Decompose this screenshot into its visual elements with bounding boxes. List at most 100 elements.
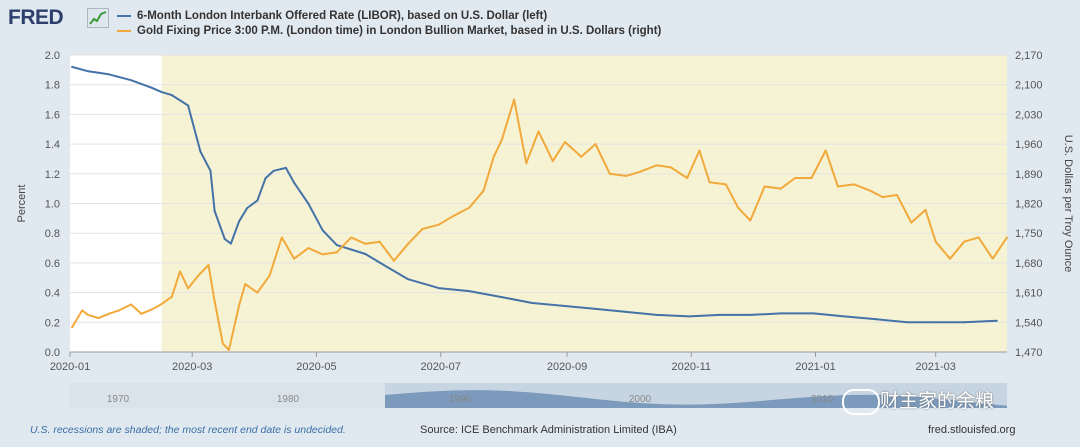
data-point-libor: [718, 313, 721, 316]
navigator-label: 2000: [629, 394, 652, 405]
data-point-libor: [812, 312, 815, 315]
data-point-libor: [256, 199, 259, 202]
data-point-libor: [246, 206, 249, 209]
data-point-gold: [107, 312, 110, 315]
data-point-gold: [293, 257, 296, 260]
y-tick-label-right: 2,170: [1015, 50, 1043, 62]
y-tick-label-left: 1.2: [45, 169, 60, 181]
data-point-libor: [594, 307, 597, 310]
data-point-libor: [264, 177, 267, 180]
data-point-gold: [280, 236, 283, 239]
y-tick-label-left: 0.4: [45, 288, 60, 300]
navigator-label: 1970: [107, 394, 130, 405]
data-point-gold: [686, 177, 689, 180]
data-point-gold: [187, 287, 190, 290]
data-point-libor: [199, 150, 202, 153]
data-point-gold: [421, 227, 424, 230]
data-point-libor: [364, 252, 367, 255]
data-point-gold: [268, 274, 271, 277]
data-point-gold: [130, 303, 133, 306]
data-point-gold: [437, 223, 440, 226]
data-point-gold: [608, 172, 611, 175]
data-point-gold: [213, 300, 216, 303]
data-point-libor: [293, 181, 296, 184]
fred-logo[interactable]: FRED: [8, 6, 64, 29]
data-point-gold: [451, 215, 454, 218]
y-tick-label-right: 2,030: [1015, 109, 1043, 121]
data-point-gold: [513, 98, 516, 101]
data-point-libor: [995, 319, 998, 322]
data-point-gold: [551, 160, 554, 163]
data-point-gold: [207, 264, 210, 267]
data-point-libor: [350, 248, 353, 251]
x-tick-label: 2021-03: [916, 361, 956, 373]
data-point-libor: [963, 321, 966, 324]
data-point-libor: [843, 315, 846, 318]
data-point-libor: [209, 169, 212, 172]
data-point-gold: [71, 326, 74, 329]
data-point-gold: [537, 130, 540, 133]
data-point-libor: [160, 91, 163, 94]
data-point-libor: [170, 94, 173, 97]
fred-url-link[interactable]: fred.stlouisfed.org: [928, 424, 1016, 436]
data-point-libor: [437, 287, 440, 290]
legend-item-libor[interactable]: 6-Month London Interbank Offered Rate (L…: [117, 8, 661, 23]
legend-label-libor: 6-Month London Interbank Offered Rate (L…: [137, 9, 548, 22]
legend-item-gold[interactable]: Gold Fixing Price 3:00 P.M. (London time…: [117, 23, 661, 38]
data-point-libor: [87, 70, 90, 73]
data-point-libor: [875, 318, 878, 321]
legend-swatch-gold: [117, 29, 131, 32]
y-axis-title-right: U.S. Dollars per Troy Ounce: [1062, 135, 1074, 273]
y-tick-label-left: 2.0: [45, 50, 60, 62]
y-tick-label-left: 0.0: [45, 347, 60, 359]
data-point-gold: [87, 314, 90, 317]
x-tick-label: 2021-01: [795, 361, 835, 373]
data-point-gold: [794, 177, 797, 180]
data-point-libor: [625, 310, 628, 313]
data-point-gold: [910, 221, 913, 224]
data-point-gold: [492, 155, 495, 158]
recession-note: U.S. recessions are shaded; the most rec…: [30, 424, 346, 436]
legend-label-gold: Gold Fixing Price 3:00 P.M. (London time…: [137, 24, 662, 37]
y-tick-label-left: 1.8: [45, 80, 60, 92]
data-point-libor: [238, 220, 241, 223]
data-point-gold: [307, 247, 310, 250]
data-point-gold: [1006, 236, 1008, 239]
navigator-label: 1990: [449, 394, 472, 405]
data-point-gold: [227, 348, 230, 351]
data-point-libor: [150, 86, 153, 89]
data-point-gold: [869, 189, 872, 192]
y-tick-label-left: 1.6: [45, 109, 60, 121]
data-point-libor: [321, 229, 324, 232]
y-tick-label-left: 0.6: [45, 258, 60, 270]
data-point-gold: [896, 194, 899, 197]
y-tick-label-left: 1.0: [45, 199, 60, 211]
navigator-label: 2010: [811, 394, 834, 405]
data-point-libor: [213, 209, 216, 212]
data-point-gold: [197, 274, 200, 277]
data-point-gold: [625, 174, 628, 177]
legend-swatch-libor: [117, 14, 131, 17]
data-point-gold: [810, 177, 813, 180]
data-point-gold: [335, 251, 338, 254]
data-point-libor: [107, 73, 110, 76]
data-point-gold: [170, 295, 173, 298]
series-line-libor[interactable]: [71, 65, 997, 324]
data-point-gold: [669, 166, 672, 169]
y-tick-label-right: 1,470: [1015, 347, 1043, 359]
data-point-gold: [482, 189, 485, 192]
data-point-gold: [158, 304, 161, 307]
data-point-gold: [749, 219, 752, 222]
data-point-gold: [963, 240, 966, 243]
data-point-gold: [407, 242, 410, 245]
y-tick-label-right: 1,890: [1015, 169, 1043, 181]
y-tick-label-left: 0.8: [45, 228, 60, 240]
data-point-libor: [386, 266, 389, 269]
data-point-gold: [991, 257, 994, 260]
y-tick-label-right: 1,960: [1015, 139, 1043, 151]
y-tick-label-left: 1.4: [45, 139, 60, 151]
data-point-libor: [531, 301, 534, 304]
data-point-gold: [580, 155, 583, 158]
data-point-gold: [924, 208, 927, 211]
